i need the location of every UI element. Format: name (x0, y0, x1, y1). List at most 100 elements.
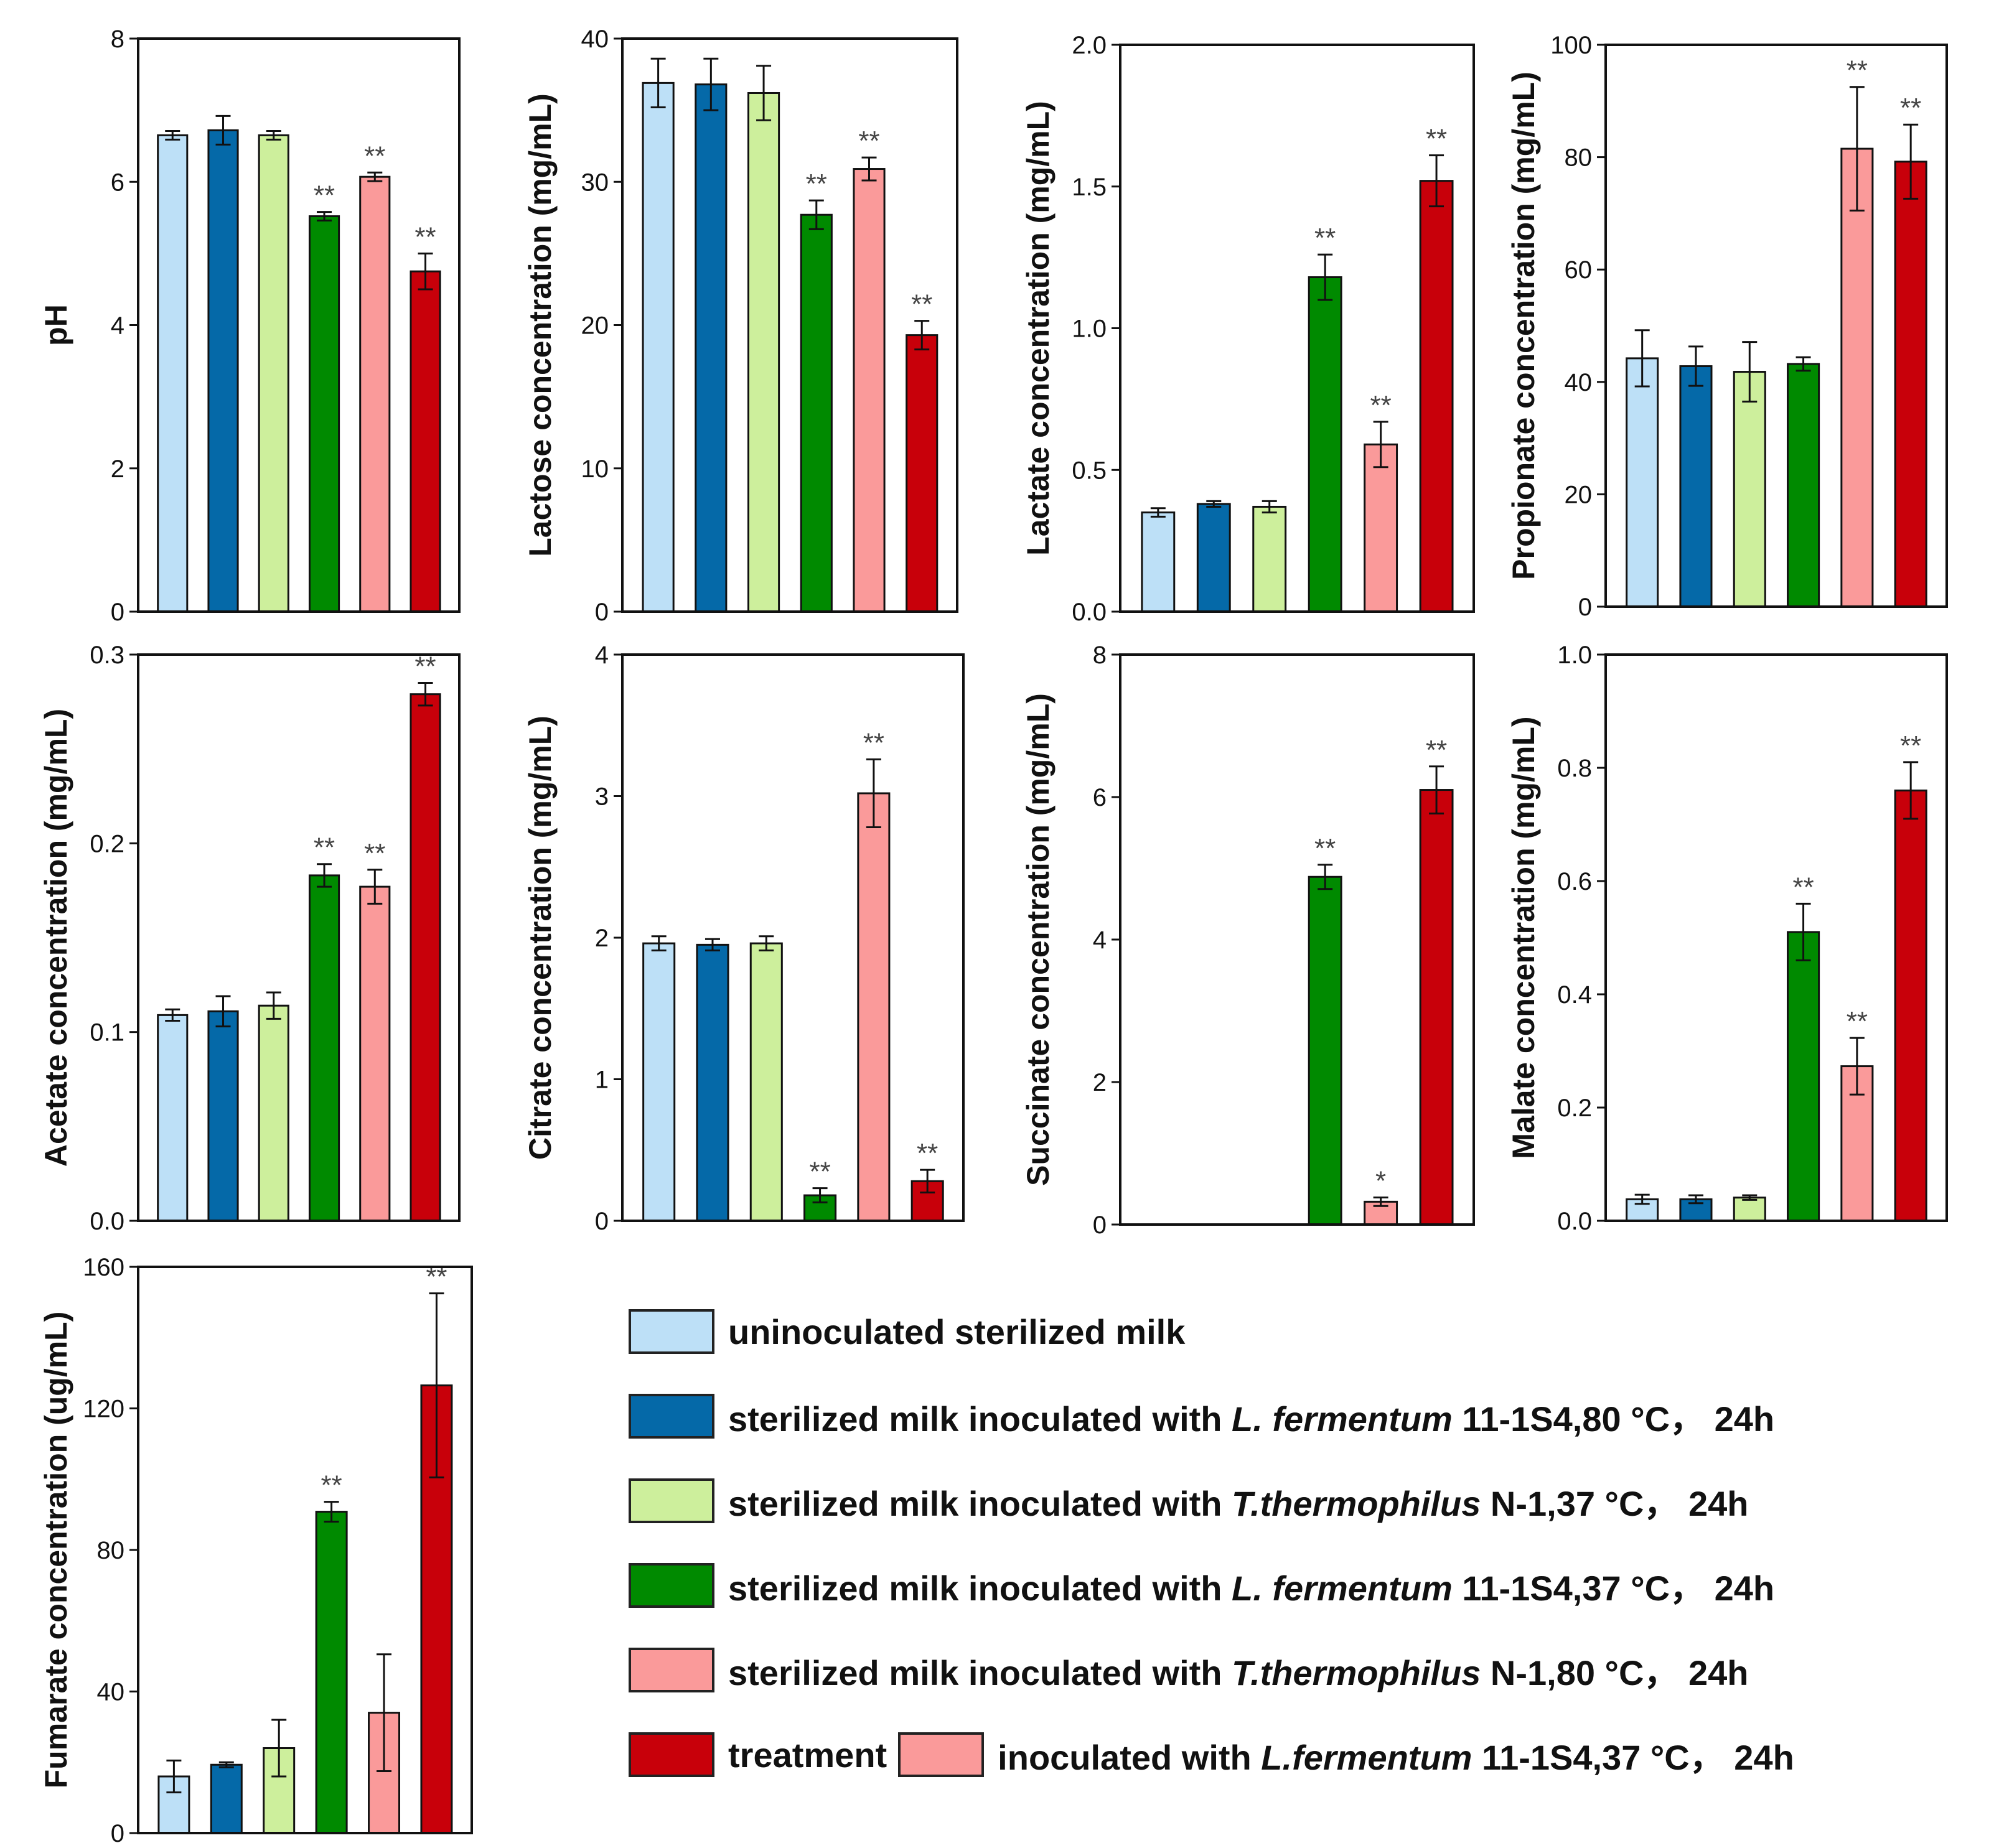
y-tick-label: 2.0 (1072, 32, 1107, 59)
y-tick-label: 160 (83, 1254, 124, 1281)
bar-lf37 (1308, 875, 1342, 1226)
y-tick-label: 4 (111, 312, 124, 340)
legend-swatch (629, 1394, 714, 1439)
significance-label: ** (1900, 730, 1921, 761)
y-tick-label: 2 (1093, 1069, 1107, 1096)
y-tick-label: 4 (595, 642, 609, 669)
legend-swatch (629, 1732, 714, 1777)
significance-label: * (1375, 1165, 1386, 1196)
y-tick-label: 6 (1093, 784, 1107, 811)
significance-label: ** (917, 1138, 938, 1169)
legend-item-treatment: treatment inoculated with L.fermentum 11… (629, 1730, 1794, 1780)
legend-label: sterilized milk inoculated with T.thermo… (728, 1653, 1749, 1692)
bar-tt80 (359, 175, 391, 613)
significance-label: ** (858, 126, 879, 156)
y-tick-label: 40 (1565, 369, 1593, 396)
y-tick-label: 0.0 (1557, 1208, 1592, 1235)
bar-treatment (1419, 789, 1454, 1226)
bar-lf37 (308, 874, 340, 1222)
bar-treatment (1419, 180, 1454, 613)
y-tick-label: 0.2 (90, 830, 124, 857)
bar-uninoculated (157, 1014, 189, 1222)
significance-label: ** (1847, 1006, 1868, 1037)
y-tick-label: 40 (97, 1679, 125, 1706)
legend-item-uninoculated: uninoculated sterilized milk (629, 1307, 1185, 1356)
bar-lf80 (695, 83, 728, 613)
legend-swatch-inner (898, 1732, 985, 1777)
y-tick-label: 0.2 (1557, 1094, 1592, 1122)
chart-propionate: ** ** 0 20 40 60 80 100 Propionate concentration… (1506, 32, 1948, 621)
significance-label: ** (314, 180, 335, 211)
legend-item-tt37: sterilized milk inoculated with T.thermo… (629, 1476, 1748, 1526)
bar-treatment (1894, 789, 1927, 1222)
bar-lf37 (1308, 276, 1342, 613)
y-tick-label: 1.5 (1072, 174, 1107, 201)
y-tick-label: 3 (595, 783, 609, 811)
legend-swatch (629, 1563, 714, 1608)
y-tick-label: 2 (595, 925, 609, 952)
significance-label: ** (806, 169, 827, 199)
bar-lf37 (800, 213, 833, 613)
plot-frame (137, 653, 461, 1222)
significance-label: ** (911, 289, 932, 320)
y-tick-label: 4 (1093, 926, 1107, 954)
bar-lf80 (696, 943, 729, 1222)
y-tick-label: 1 (595, 1066, 609, 1094)
bar-uninoculated (1626, 357, 1659, 608)
bar-lf80 (207, 129, 239, 613)
bar-treatment (410, 270, 441, 613)
y-tick-label: 1.0 (1557, 642, 1592, 669)
significance-label: ** (414, 651, 436, 682)
bar-tt37 (1733, 371, 1766, 608)
y-tick-label: 0 (595, 1208, 609, 1235)
bar-uninoculated (642, 942, 676, 1222)
y-tick-label: 0.0 (90, 1208, 124, 1235)
y-tick-label: 0.5 (1072, 457, 1107, 484)
bar-tt37 (749, 942, 783, 1222)
y-axis-label: Citrate concentration (mg/mL) (523, 716, 558, 1160)
significance-label: ** (1314, 223, 1336, 253)
chart-lactose: ** ** ** 0 10 20 30 40 Lactose concentration (mg… (523, 26, 958, 626)
y-tick-label: 0.6 (1557, 868, 1592, 895)
legend-label: inoculated with L.fermentum 11-1S4,37 °C… (998, 1737, 1794, 1777)
bar-treatment (410, 693, 441, 1222)
y-tick-label: 80 (97, 1537, 125, 1564)
y-axis-label: Lactate concentration (mg/mL) (1021, 101, 1056, 556)
y-axis-label: Propionate concentration (mg/mL) (1506, 72, 1541, 580)
y-tick-label: 20 (1565, 481, 1593, 508)
legend-label: sterilized milk inoculated with L. ferme… (728, 1399, 1775, 1439)
y-tick-label: 60 (1565, 256, 1593, 284)
bar-uninoculated (642, 82, 675, 613)
y-tick-label: 120 (83, 1396, 124, 1423)
significance-label: ** (809, 1157, 830, 1187)
bar-tt80 (857, 792, 891, 1222)
y-tick-label: 0 (111, 1820, 124, 1847)
significance-label: ** (314, 833, 335, 863)
chart-citrate: ** ** ** 0 1 2 3 4 Citrate concentration (mg/mL) (523, 642, 965, 1235)
bar-lf80 (210, 1763, 243, 1834)
y-tick-label: 6 (111, 169, 124, 196)
y-tick-label: 20 (581, 312, 609, 340)
bar-lf37 (1787, 363, 1820, 608)
y-tick-label: 0 (111, 599, 124, 626)
y-tick-label: 1.0 (1072, 315, 1107, 343)
bar-treatment (906, 334, 939, 613)
significance-label: ** (364, 838, 385, 869)
bar-lf37 (1787, 931, 1820, 1222)
y-axis-label: Lactose concentration (mg/mL) (523, 93, 558, 557)
chart-lactate: ** ** ** 0.0 0.5 1.0 1.5 2.0 Lactate concentrati… (1021, 32, 1475, 626)
bar-lf37 (315, 1511, 348, 1834)
significance-label: ** (1314, 833, 1336, 864)
y-tick-label: 0.8 (1557, 755, 1592, 782)
significance-label: ** (1792, 872, 1814, 902)
legend-swatch (629, 1648, 714, 1692)
bar-tt80 (853, 168, 886, 613)
chart-acetate: ** ** ** 0.0 0.1 0.2 0.3 Acetate concentration … (39, 642, 461, 1235)
significance-label: ** (321, 1470, 342, 1501)
bar-tt37 (258, 1004, 289, 1222)
significance-label: ** (863, 727, 884, 758)
y-tick-label: 100 (1550, 32, 1592, 59)
plot-frame (1604, 653, 1948, 1222)
